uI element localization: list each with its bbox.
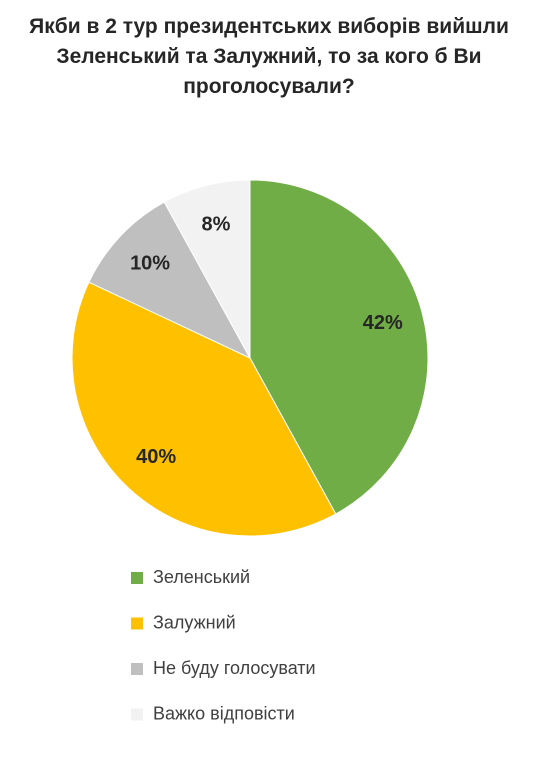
pie-slice — [88, 201, 252, 360]
legend-label: Залужний — [153, 612, 236, 632]
chart-title: Якби в 2 тур президентських виборів вийш… — [29, 15, 509, 98]
legend-marker — [131, 663, 143, 675]
legend-marker — [131, 708, 143, 721]
legend-label: Не буду голосувати — [153, 658, 316, 678]
pie-slice — [249, 179, 429, 515]
legend-marker — [131, 572, 143, 584]
pie-slice — [163, 179, 251, 359]
legend-marker — [131, 617, 143, 630]
data-label: 10% — [130, 252, 170, 274]
legend-label: Важко відповісти — [153, 703, 295, 723]
data-label: 40% — [136, 446, 176, 468]
data-label: 8% — [201, 214, 230, 236]
data-label: 42% — [363, 312, 403, 334]
pie-slice — [71, 281, 337, 537]
legend-label: Зеленський — [153, 567, 250, 587]
